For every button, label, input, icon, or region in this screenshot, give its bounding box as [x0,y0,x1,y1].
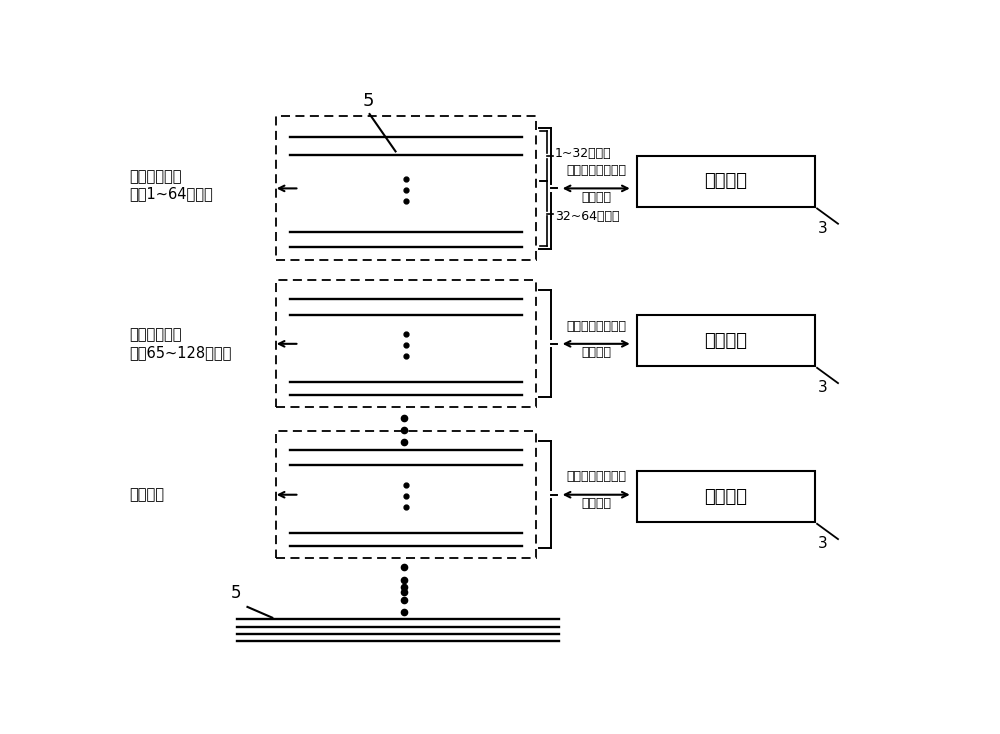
Text: 5: 5 [231,584,241,603]
Text: 与该组栅线对应的: 与该组栅线对应的 [566,470,626,484]
Text: 5: 5 [362,92,374,109]
Bar [276,431,536,559]
Text: 3: 3 [818,380,828,396]
Text: 32~64行栅线: 32~64行栅线 [555,210,620,223]
Text: 3: 3 [818,221,828,236]
Text: 公共电极: 公共电极 [581,346,611,359]
Text: 一组栅线: 一组栅线 [129,487,164,503]
Bar [637,471,815,522]
Text: 公共电极: 公共电极 [581,497,611,510]
Text: 公共电极: 公共电极 [581,191,611,203]
Bar [276,280,536,407]
Text: 第二组栅线：
包括65~128行栅线: 第二组栅线： 包括65~128行栅线 [129,327,231,360]
Text: 公共电极: 公共电极 [704,332,747,349]
Text: 3: 3 [818,537,828,551]
Text: 与该组栅线对应的: 与该组栅线对应的 [566,164,626,177]
Text: 公共电极: 公共电极 [704,172,747,190]
Bar [276,117,536,261]
Text: 第一组栅线：
包括1~64行栅线: 第一组栅线： 包括1~64行栅线 [129,169,213,202]
Bar [637,316,815,366]
Text: 公共电极: 公共电极 [704,487,747,506]
Text: 与该组栅线对应的: 与该组栅线对应的 [566,319,626,333]
Bar [637,156,815,207]
Text: 1~32行栅线: 1~32行栅线 [555,147,612,160]
